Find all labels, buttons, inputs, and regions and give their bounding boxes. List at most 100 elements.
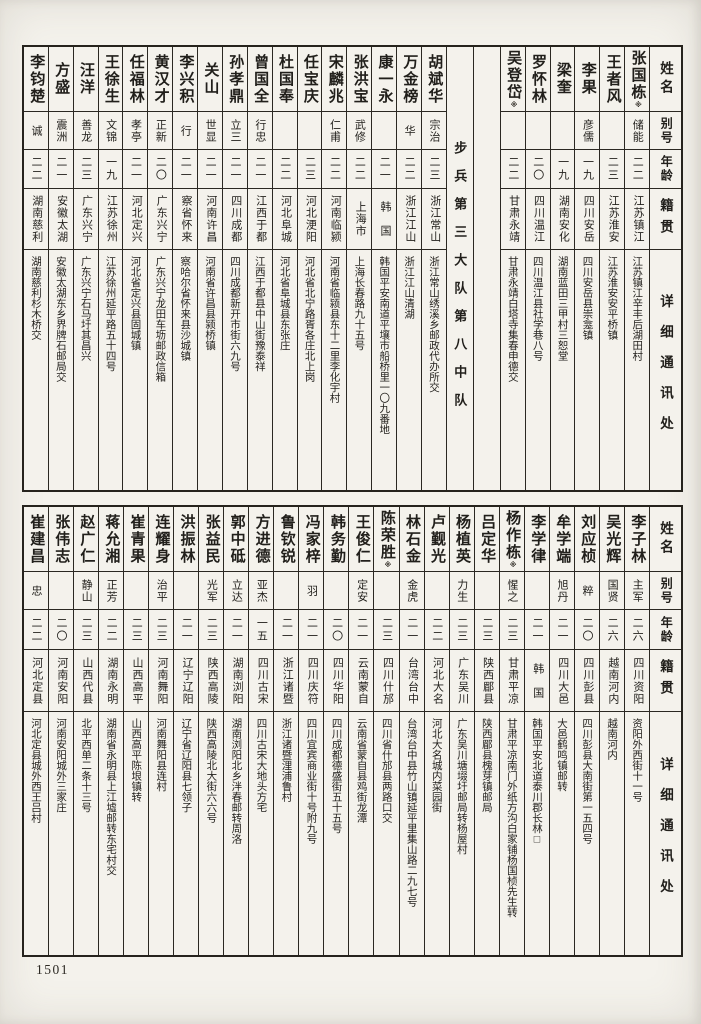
entry-cell-origin: 浙江江山: [397, 189, 421, 250]
person-age: 二一: [129, 156, 142, 182]
person-age: 二三: [480, 616, 493, 643]
person-address: 广东吴川塘㙍圩邮局转杨屋村: [455, 718, 468, 855]
person-alias: 储能: [631, 118, 644, 143]
person-name-text: 罗怀林: [529, 53, 547, 105]
header-label-age: 年龄: [659, 155, 674, 183]
person-address: 四川宜宾商业街十号附九号: [305, 718, 318, 844]
entry-cell-alias: 诚: [23, 112, 48, 150]
entry-cell-age: 二〇: [148, 150, 173, 189]
header-cell-address: 详细通讯处: [650, 250, 681, 490]
person-name: 连耀身: [153, 514, 170, 565]
name-annotation-mark: ※: [510, 100, 518, 109]
person-origin: 湖南安化: [557, 195, 570, 243]
person-name-text: 曾国全: [252, 53, 270, 105]
entry-cell-address: 辽宁省辽阳县七领子: [174, 712, 198, 955]
person-name-text: 冯家梓: [303, 513, 321, 565]
header-label-address: 详细通讯处: [658, 293, 674, 447]
person-name-text: 崔青果: [128, 513, 146, 565]
entry-cell-name: 任福林: [123, 47, 148, 112]
entry-cell-address: 河南安阳城外三家庄: [49, 712, 73, 955]
person-name: 方进德: [253, 513, 271, 565]
entry-cell-name: 康一永: [372, 47, 396, 112]
entry-cell-name: 黄汉才: [148, 47, 173, 112]
person-origin: 四川庆符: [306, 656, 319, 705]
entry-cell-alias: 文锦: [98, 112, 123, 150]
entry-cell-address: 韩国平安南道平壤市船桥里一〇九番地: [372, 250, 396, 490]
entry-cell-alias: [525, 112, 550, 150]
person-origin: 广东兴宁: [155, 195, 168, 243]
entry-cell-age: 二二: [23, 610, 48, 650]
entry-cell-alias: 定安: [349, 572, 374, 610]
entry-cell-name: 杜国奉: [272, 47, 297, 112]
person-address: 陕西高陵北大街六六号: [205, 718, 218, 823]
entry-cell-origin: 湖南慈利: [23, 189, 48, 250]
person-name: 牟学端: [553, 514, 571, 565]
entry-cell-age: 二〇: [324, 610, 349, 650]
person-name: 康一永: [376, 54, 393, 105]
person-alias: 华: [403, 124, 416, 137]
entry-cell-origin: 山西代县: [73, 650, 98, 712]
person-name-text: 李子林: [629, 513, 647, 565]
person-origin: 江苏徐州: [105, 195, 118, 243]
person-origin: 河北定兴: [130, 195, 143, 243]
person-alias: 行: [179, 124, 192, 137]
person-alias: 国贤: [606, 578, 619, 603]
entry-cell-age: 二一: [173, 150, 197, 189]
person-name: 罗怀林: [529, 53, 547, 105]
person-origin: 湖南永明: [105, 656, 118, 705]
person-age: 二二: [403, 156, 416, 182]
directory-entry-column: 卢觐光 二二 河北大名 河北大名城内菜园街: [423, 507, 449, 955]
person-age: 二一: [555, 616, 568, 643]
directory-entry-column: 刘应桢 粹 二〇 四川彭县 四川彭县大南街第一五四号: [573, 507, 599, 955]
person-name: 李学律: [528, 514, 546, 565]
person-age: 二三: [606, 156, 619, 182]
person-origin: 四川古宋: [256, 656, 269, 705]
entry-cell-age: 二一: [372, 150, 396, 189]
person-name: 梁奎: [554, 62, 572, 96]
person-name-text: 杜国奉: [276, 53, 294, 105]
entry-cell-address: 四川安岳县崇龛镇: [575, 250, 599, 490]
entry-cell-name: 杨作栋※: [499, 507, 524, 572]
entry-cell-age: 一九: [575, 150, 600, 189]
entry-cell-origin: 四川什邡: [374, 650, 399, 712]
person-age: 二〇: [330, 616, 343, 643]
entry-cell-age: 二一: [247, 150, 272, 189]
entry-cell-name: 吴登岱※: [500, 47, 525, 112]
person-name: 宋麟兆: [326, 54, 344, 105]
person-origin: 湖南慈利: [30, 195, 43, 243]
entry-cell-alias: 力生: [449, 572, 474, 610]
entry-cell-address: 广东吴川塘㙍圩邮局转杨屋村: [450, 712, 474, 955]
directory-entry-column: 林石金 金虎 二一 台湾台中 台湾台中县竹山镇延平里集山路二九七号: [398, 507, 424, 955]
person-name-text: 吴光辉: [604, 513, 622, 565]
entry-cell-address: 河北大名城内菜园街: [425, 712, 449, 955]
entry-cell-alias: 亚杰: [249, 572, 274, 610]
person-origin: 湖南浏阳: [231, 656, 244, 705]
directory-entry-column: 吕定华 二三 陕西郿县 陕西郿县槐芽镇邮局: [473, 507, 499, 955]
entry-cell-origin: 陕西高陵: [199, 650, 224, 712]
person-age: 二三: [205, 616, 218, 643]
entry-cell-alias: [374, 572, 399, 610]
entry-cell-name: 王徐生: [98, 47, 123, 112]
directory-entry-column: 梁奎 一九 湖南安化 湖南蓝田三甲村三恕堂: [549, 47, 575, 490]
person-address: 江西于都县中山街豫泰祥: [253, 256, 266, 372]
entry-cell-address: 四川宜宾商业街十号附九号: [299, 712, 323, 955]
entry-cell-name: 李子林: [624, 507, 649, 572]
directory-entry-column: 方进德 亚杰 一五 四川古宋 四川古宋大地头方宅: [248, 507, 274, 955]
person-name-text: 方进德: [253, 513, 271, 565]
person-name: 王俊仁: [353, 514, 371, 565]
person-name: 林石金: [403, 514, 421, 565]
person-name: 崔建昌: [27, 514, 45, 565]
person-origin: 辽宁辽阳: [181, 656, 194, 705]
header-label-alias: 别号: [659, 116, 674, 145]
entry-cell-alias: 行: [173, 112, 197, 150]
entry-cell-name: 方进德: [249, 507, 274, 572]
person-origin: 江苏淮安: [607, 195, 620, 243]
person-alias: 善龙: [79, 118, 92, 143]
entry-cell-age: 二三: [449, 610, 474, 650]
directory-entry-column: 崔青果 二三 山西高平 山西高平陈垠镇转: [123, 507, 149, 955]
entry-cell-age: 二二: [322, 150, 347, 189]
entry-cell-origin: 江苏淮安: [600, 189, 625, 250]
entry-cell-address: 浙江常山绣溪乡邮政代办所交: [422, 250, 446, 490]
header-cell-alias: 别号: [650, 112, 681, 150]
entry-cell-alias: 彦儒: [575, 112, 600, 150]
